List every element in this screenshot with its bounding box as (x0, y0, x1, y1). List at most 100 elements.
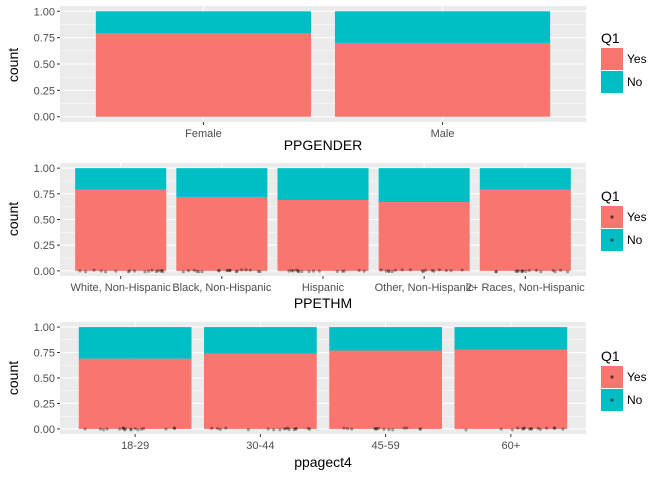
jitter-point (390, 269, 394, 274)
x-tick-label: 2+ Races, Non-Hispanic (466, 282, 585, 294)
y-axis-title: count (5, 361, 21, 395)
jitter-point (83, 269, 88, 274)
x-axis-title: ppagect4 (294, 454, 352, 470)
jitter-point (522, 426, 526, 430)
jitter-point (114, 269, 118, 273)
y-tick-label: 0.75 (34, 33, 55, 45)
jitter-point (510, 428, 514, 432)
bar-no-1 (75, 168, 167, 190)
jitter-point (136, 428, 140, 432)
jitter-point (127, 269, 132, 273)
bar-no-4 (378, 168, 470, 203)
jitter-point (186, 269, 191, 273)
jitter-point (384, 269, 388, 273)
jitter-point (393, 268, 398, 272)
jitter-point (514, 269, 518, 273)
jitter-point (258, 270, 262, 274)
jitter-point (527, 427, 532, 431)
jitter-point (282, 427, 286, 431)
jitter-point (376, 426, 381, 430)
y-tick-label: 0.25 (34, 240, 55, 252)
jitter-point (239, 268, 244, 272)
jitter-point (133, 427, 137, 431)
jitter-point (306, 426, 310, 431)
jitter-point (391, 428, 395, 432)
jitter-point (228, 268, 232, 272)
jitter-point (379, 268, 383, 272)
jitter-point (287, 269, 291, 273)
legend-label-yes: Yes (627, 52, 647, 66)
legend-point-yes (610, 215, 614, 219)
y-tick-label: 0.25 (34, 85, 55, 97)
jitter-point (494, 269, 499, 274)
jitter-point (248, 268, 252, 272)
legend-label-yes: Yes (627, 210, 647, 224)
jitter-point (464, 428, 468, 432)
jitter-point (553, 270, 557, 274)
jitter-point (340, 269, 345, 273)
jitter-point (154, 269, 158, 274)
bar-no-2 (176, 168, 268, 197)
jitter-point (294, 268, 299, 272)
bar-yes-3 (329, 350, 442, 429)
legend-key-no (601, 71, 623, 93)
jitter-point (418, 427, 422, 431)
jitter-point (129, 427, 133, 431)
jitter-point (419, 427, 423, 431)
jitter-point (552, 426, 556, 430)
jitter-point (405, 426, 409, 430)
legend-title: Q1 (601, 348, 620, 364)
jitter-point (272, 428, 276, 432)
jitter-point (534, 268, 539, 272)
jitter-point (402, 426, 406, 430)
legend-label-no: No (627, 75, 643, 89)
legend: Q1 Yes No (601, 188, 647, 251)
jitter-point (307, 269, 311, 274)
jitter-point (335, 269, 339, 273)
jitter-point (444, 268, 448, 273)
legend-point-no (610, 238, 614, 242)
jitter-point (217, 269, 221, 273)
jitter-point (516, 426, 520, 430)
legend: Q1 Yes No (601, 30, 647, 93)
jitter-point (539, 269, 543, 274)
jitter-point (565, 270, 570, 274)
jitter-point (527, 268, 531, 273)
jitter-point (126, 270, 131, 274)
y-tick-label: 0.00 (34, 424, 55, 436)
y-tick-label: 0.00 (34, 266, 55, 278)
legend-key-yes (601, 48, 623, 70)
bar-no-3 (277, 168, 369, 200)
jitter-point (317, 269, 321, 273)
jitter-point (192, 268, 196, 272)
jitter-point (292, 427, 296, 432)
bar-yes-2 (334, 42, 551, 117)
jitter-point (160, 268, 164, 272)
legend-title: Q1 (601, 188, 620, 204)
jitter-point (287, 427, 291, 432)
bar-yes-2 (176, 196, 268, 271)
jitter-point (538, 427, 542, 431)
bar-no-3 (329, 327, 442, 351)
jitter-point (118, 427, 122, 431)
y-tick-label: 0.75 (34, 189, 55, 201)
jitter-point (296, 269, 300, 273)
bar-no-1 (78, 327, 192, 359)
jitter-point (228, 268, 232, 273)
jitter-point (545, 426, 549, 430)
jitter-point (159, 269, 163, 273)
bar-no-1 (95, 11, 312, 34)
jitter-point (284, 427, 288, 431)
jitter-point (195, 269, 199, 274)
legend-label-yes: Yes (627, 370, 647, 384)
jitter-point (218, 427, 222, 431)
jitter-point (172, 426, 176, 430)
bar-no-5 (479, 168, 571, 190)
jitter-point (294, 426, 298, 431)
jitter-point (515, 269, 519, 273)
x-tick-label: 60+ (502, 440, 521, 452)
jitter-point (123, 428, 127, 432)
legend-title: Q1 (601, 30, 620, 46)
jitter-point (278, 428, 282, 432)
jitter-point (342, 426, 346, 430)
